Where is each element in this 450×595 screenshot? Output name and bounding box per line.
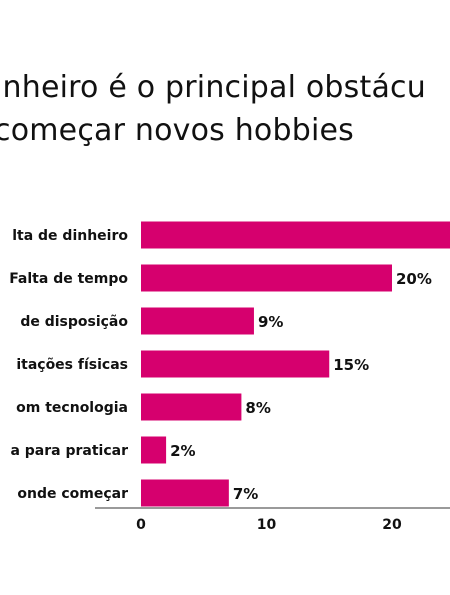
chart-title-line-1: inheiro é o principal obstácu — [0, 70, 426, 105]
x-tick-label: 0 — [136, 517, 146, 533]
bar — [141, 436, 167, 464]
category-label: itações físicas — [16, 357, 128, 373]
bar — [141, 221, 450, 249]
category-label: a para praticar — [10, 443, 128, 459]
value-label: 15% — [333, 356, 369, 374]
value-label: 8% — [245, 399, 270, 417]
category-label: lta de dinheiro — [12, 228, 128, 244]
bar — [141, 393, 242, 421]
bar — [141, 350, 330, 378]
bar — [141, 479, 229, 507]
x-tick-label: 10 — [257, 517, 277, 533]
x-tick-label: 20 — [382, 517, 402, 533]
value-label: 7% — [233, 485, 258, 503]
value-label: 9% — [258, 313, 283, 331]
bar — [141, 264, 392, 292]
category-label: om tecnologia — [16, 400, 128, 416]
category-label: de disposição — [20, 314, 128, 330]
chart-title-line-2: começar novos hobbies — [0, 113, 354, 148]
bar — [141, 307, 254, 335]
category-label: onde começar — [17, 486, 128, 502]
value-label: 2% — [170, 442, 195, 460]
value-label: 20% — [396, 270, 432, 288]
category-label: Falta de tempo — [9, 271, 128, 287]
